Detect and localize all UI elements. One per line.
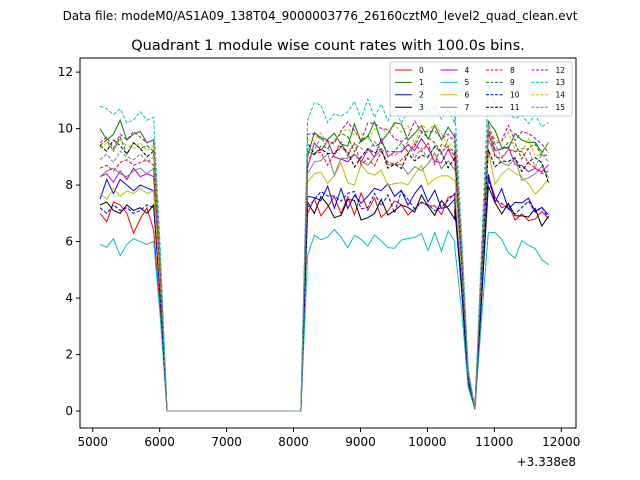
axes-frame	[79, 57, 577, 429]
series-line-15	[99, 129, 549, 412]
y-tick-label: 6	[65, 235, 73, 249]
legend-label-10: 10	[510, 91, 520, 100]
y-tick-label: 8	[65, 178, 73, 192]
legend-box	[389, 61, 573, 117]
y-tick-label: 4	[65, 291, 73, 305]
plot-area: 5000 6000 7000 8000 9000 10000 11000 12000 0 2 4 6…	[58, 57, 580, 469]
legend-label-4: 4	[465, 66, 470, 75]
legend-label-11: 11	[510, 103, 520, 112]
legend-label-15: 15	[556, 103, 566, 112]
series-lines	[99, 85, 550, 412]
legend-label-12: 12	[556, 66, 566, 75]
legend-label-2: 2	[419, 91, 424, 100]
y-tick-label: 12	[58, 65, 73, 79]
legend-label-0: 0	[419, 66, 424, 75]
x-tick-label: 5000	[77, 435, 108, 449]
x-axis-ticks: 5000 6000 7000 8000 9000 10000 11000 12000	[77, 428, 580, 449]
legend-label-5: 5	[465, 78, 470, 87]
legend-label-14: 14	[556, 91, 566, 100]
legend-label-8: 8	[510, 66, 515, 75]
x-tick-label: 12000	[542, 435, 580, 449]
legend-label-9: 9	[510, 78, 515, 87]
legend-label-7: 7	[465, 103, 470, 112]
x-offset-label: +3.338e8	[517, 455, 576, 469]
x-tick-label: 7000	[211, 435, 242, 449]
x-tick-label: 8000	[278, 435, 309, 449]
legend-label-3: 3	[419, 103, 424, 112]
y-tick-label: 0	[65, 404, 73, 418]
y-tick-label: 10	[58, 122, 73, 136]
x-tick-label: 11000	[475, 435, 513, 449]
x-tick-label: 6000	[144, 435, 175, 449]
legend-label-13: 13	[556, 78, 566, 87]
legend-label-1: 1	[419, 78, 424, 87]
x-tick-label: 10000	[408, 435, 446, 449]
legend-label-6: 6	[465, 91, 470, 100]
data-file-suptitle: Data file: modeM0/AS1A09_138T04_90000037…	[63, 9, 578, 23]
y-axis-ticks: 0 2 4 6 8 10 12	[58, 65, 80, 418]
series-line-10	[99, 179, 549, 412]
chart-title: Quadrant 1 module wise count rates with …	[131, 38, 525, 54]
y-tick-label: 2	[65, 348, 73, 362]
x-tick-label: 9000	[345, 435, 376, 449]
